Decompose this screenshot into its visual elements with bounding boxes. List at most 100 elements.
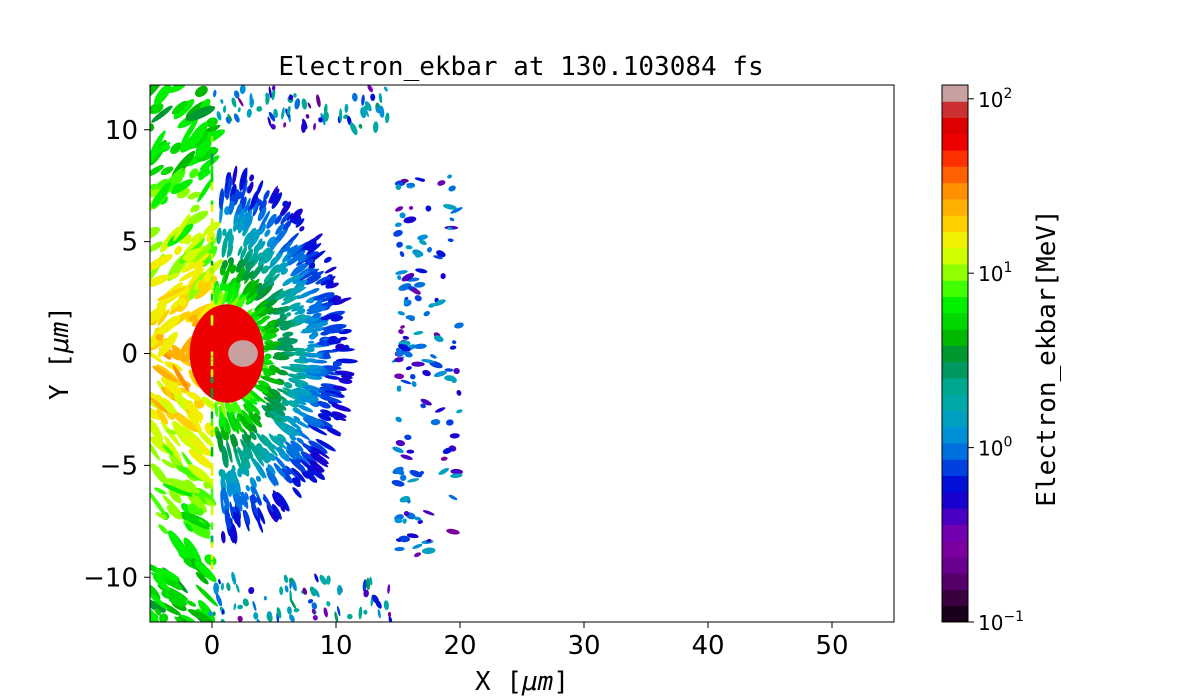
heatmap-cell — [403, 299, 410, 305]
heatmap-cell — [252, 202, 258, 212]
heatmap-cell — [235, 583, 240, 593]
heatmap-cell — [270, 398, 283, 406]
heatmap-cell — [270, 123, 276, 130]
heatmap-cell — [210, 361, 214, 366]
heatmap-cell — [314, 573, 319, 583]
heatmap-cell — [264, 440, 278, 457]
heatmap-cell — [195, 584, 219, 607]
heatmap-cell — [157, 331, 178, 358]
heatmap-cell — [284, 415, 296, 425]
x-tick-label: 40 — [691, 631, 724, 661]
heatmap-cell — [450, 468, 464, 475]
heatmap-cell — [265, 92, 269, 100]
heatmap-cell — [241, 491, 249, 509]
heatmap-cell — [453, 367, 460, 375]
heatmap-cell — [215, 593, 223, 607]
heatmap-cell — [430, 419, 441, 426]
heatmap-cell — [188, 448, 213, 469]
heatmap-cell — [399, 212, 406, 219]
heatmap-cell — [202, 270, 214, 283]
heatmap-cell — [246, 108, 252, 118]
heatmap-cell — [183, 519, 211, 539]
heatmap-cell — [260, 446, 269, 458]
heatmap-cell — [422, 369, 431, 377]
heatmap-cell — [157, 309, 170, 326]
heatmap-cell — [339, 108, 343, 123]
heatmap-cell — [312, 447, 330, 459]
heatmap-cell — [253, 316, 271, 326]
heatmap-cell — [402, 518, 407, 524]
heatmap-cell — [247, 402, 261, 415]
heatmap-cell — [233, 511, 239, 525]
heatmap-cell — [182, 248, 202, 261]
heatmap-cell — [324, 375, 341, 380]
heatmap-cell — [245, 485, 251, 492]
heatmap-cell — [429, 361, 443, 369]
heatmap-cell — [358, 606, 363, 620]
heatmap-cell — [172, 183, 182, 193]
heatmap-cell — [400, 325, 405, 329]
heatmap-cell — [360, 107, 367, 119]
heatmap-cell — [161, 459, 176, 469]
heatmap-cell — [173, 213, 191, 242]
heatmap-cell — [185, 409, 202, 433]
heatmap-cell — [167, 85, 186, 93]
heatmap-cell — [279, 586, 284, 596]
heatmap-cell — [174, 245, 182, 255]
heatmap-cell — [395, 270, 408, 275]
heatmap-cell — [263, 273, 280, 289]
heatmap-cell — [279, 201, 292, 217]
colorbar-bands — [942, 85, 968, 623]
heatmap-cell — [220, 490, 224, 515]
heatmap-cell — [198, 599, 216, 622]
heatmap-cell — [210, 522, 214, 530]
heatmap-cell — [150, 241, 163, 252]
heatmap-cell — [274, 456, 288, 471]
heatmap-cell — [210, 447, 214, 457]
y-tick-label: 10 — [105, 116, 138, 146]
heatmap-cell — [267, 116, 272, 127]
colorbar-band — [942, 459, 968, 477]
heatmap-cell — [154, 487, 167, 495]
y-axis-label-text: Y [ — [45, 353, 75, 400]
heatmap-cell — [323, 328, 337, 334]
heatmap-cell — [210, 241, 214, 248]
heatmap-cell — [343, 344, 350, 351]
heatmap-cell — [284, 585, 289, 593]
x-axis: 0 10 20 30 40 50 — [204, 622, 849, 661]
x-axis-label-text: X [ — [475, 667, 522, 697]
heatmap-cell — [249, 495, 259, 518]
heatmap-cell — [224, 262, 231, 285]
heatmap-cell — [265, 402, 286, 416]
y-axis-label-close: ] — [45, 306, 75, 322]
heatmap-cell — [293, 93, 297, 98]
heatmap-cell — [293, 608, 300, 613]
heatmap-cell — [307, 297, 315, 304]
heatmap-cell — [279, 338, 298, 345]
heatmap-cell — [243, 509, 251, 526]
heatmap-cell — [289, 614, 295, 622]
heatmap-cell — [385, 112, 390, 124]
heatmap-cell — [394, 222, 402, 227]
heatmap-cell — [283, 574, 289, 583]
heatmap-cell — [150, 583, 161, 601]
heatmap-cell — [243, 273, 250, 281]
heatmap-cell — [173, 99, 195, 120]
heatmap-cell — [412, 543, 423, 550]
heatmap-cell — [210, 411, 214, 419]
colorbar-band — [942, 264, 968, 281]
heatmap-cell — [446, 419, 454, 426]
heatmap-cell — [281, 399, 290, 407]
heatmap-cell — [184, 522, 193, 532]
heatmap-cell — [267, 464, 276, 475]
heatmap-cell — [158, 315, 181, 335]
heatmap-cell — [280, 268, 289, 275]
heatmap-cell — [150, 164, 164, 177]
heatmap-cell — [263, 267, 279, 283]
heatmap-cell — [262, 266, 269, 274]
heatmap-cell — [264, 250, 275, 264]
heatmap-cell — [237, 604, 243, 610]
heatmap-cell — [249, 174, 255, 182]
heatmap-cell — [361, 94, 365, 107]
heatmap-cell — [156, 408, 168, 425]
